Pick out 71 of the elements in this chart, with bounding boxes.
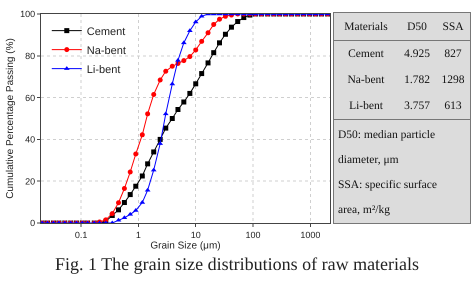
y-tick-label: 40 [25, 134, 36, 145]
point [128, 170, 133, 174]
data-label: 3.757 [403, 99, 431, 114]
point [133, 152, 138, 157]
category-label: Li-bent [348, 99, 384, 114]
text: D50: median particle diameter, μm [338, 128, 436, 168]
x-tick-label: 100 [246, 230, 261, 240]
point [181, 99, 186, 104]
point [122, 215, 128, 220]
point [193, 81, 198, 86]
point [122, 200, 127, 206]
point [140, 173, 145, 178]
y-tick-label: 0 [30, 218, 36, 228]
point [151, 92, 156, 97]
data-label: 1298 [440, 73, 466, 88]
series-label: D50 [398, 13, 436, 40]
point [116, 218, 122, 222]
text: SSA: specific surface area, m²/kg [338, 178, 438, 218]
y-tick-label: 60 [25, 92, 36, 103]
point [193, 47, 198, 52]
point [187, 54, 192, 60]
y-tick-label: 80 [25, 50, 36, 61]
point [116, 207, 122, 212]
point [175, 58, 181, 62]
data-label: 1.782 [403, 73, 431, 88]
y-tick-label: 20 [25, 176, 36, 186]
x-tick-label: 1000 [300, 230, 320, 240]
point [211, 22, 216, 27]
point [217, 16, 222, 22]
y-axis-title: Cumulative Percentage Passing (%) [5, 38, 16, 199]
legend-label: Na-bent [86, 44, 126, 57]
y-tick-label: 100 [20, 9, 36, 20]
x-tick-label: 10 [190, 230, 201, 240]
data-label: 4.925 [403, 47, 431, 62]
point [163, 126, 168, 131]
point [170, 116, 175, 121]
point [145, 161, 150, 166]
legend-label: Cement [86, 26, 126, 38]
point [199, 38, 204, 44]
point [116, 200, 122, 206]
point [206, 60, 211, 66]
point [163, 68, 168, 74]
x-tick-label: 1 [136, 230, 141, 240]
point [140, 132, 145, 138]
point [181, 58, 186, 64]
point [222, 32, 228, 37]
data-label: 613 [443, 99, 463, 114]
point [122, 186, 127, 192]
caption: Fig. 1 The grain size distributions of raw materials [54, 254, 420, 275]
point [235, 19, 240, 24]
point [175, 107, 180, 112]
category-label: Cement [347, 47, 385, 62]
point [133, 184, 138, 189]
legend-label: Li-bent [86, 64, 120, 76]
point [170, 64, 175, 69]
data-label: 827 [443, 47, 463, 62]
point [145, 111, 150, 116]
category-label: Na-bent [346, 73, 386, 88]
point [158, 78, 163, 83]
point [187, 90, 192, 96]
x-tick-label: 0.1 [74, 230, 88, 240]
point [199, 71, 204, 76]
point [151, 149, 156, 154]
point [128, 192, 133, 198]
point [217, 40, 222, 46]
point [228, 24, 234, 30]
point [211, 50, 216, 56]
text: SSA [436, 13, 470, 40]
x-axis-title: Grain Size (μm) [150, 240, 221, 252]
point [206, 30, 211, 36]
text: Materials [334, 13, 398, 40]
